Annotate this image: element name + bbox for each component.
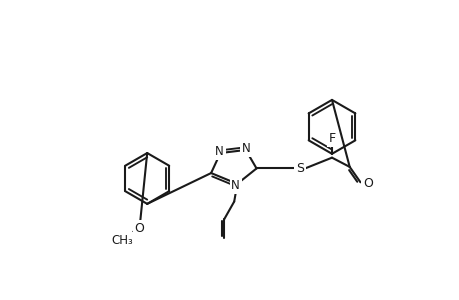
Text: O: O <box>134 222 144 235</box>
Text: F: F <box>328 132 335 145</box>
Text: N: N <box>231 179 240 192</box>
Text: O: O <box>363 177 372 190</box>
Text: N: N <box>215 145 224 158</box>
Text: N: N <box>241 142 250 155</box>
Text: S: S <box>295 162 303 175</box>
Text: CH₃: CH₃ <box>111 233 132 247</box>
